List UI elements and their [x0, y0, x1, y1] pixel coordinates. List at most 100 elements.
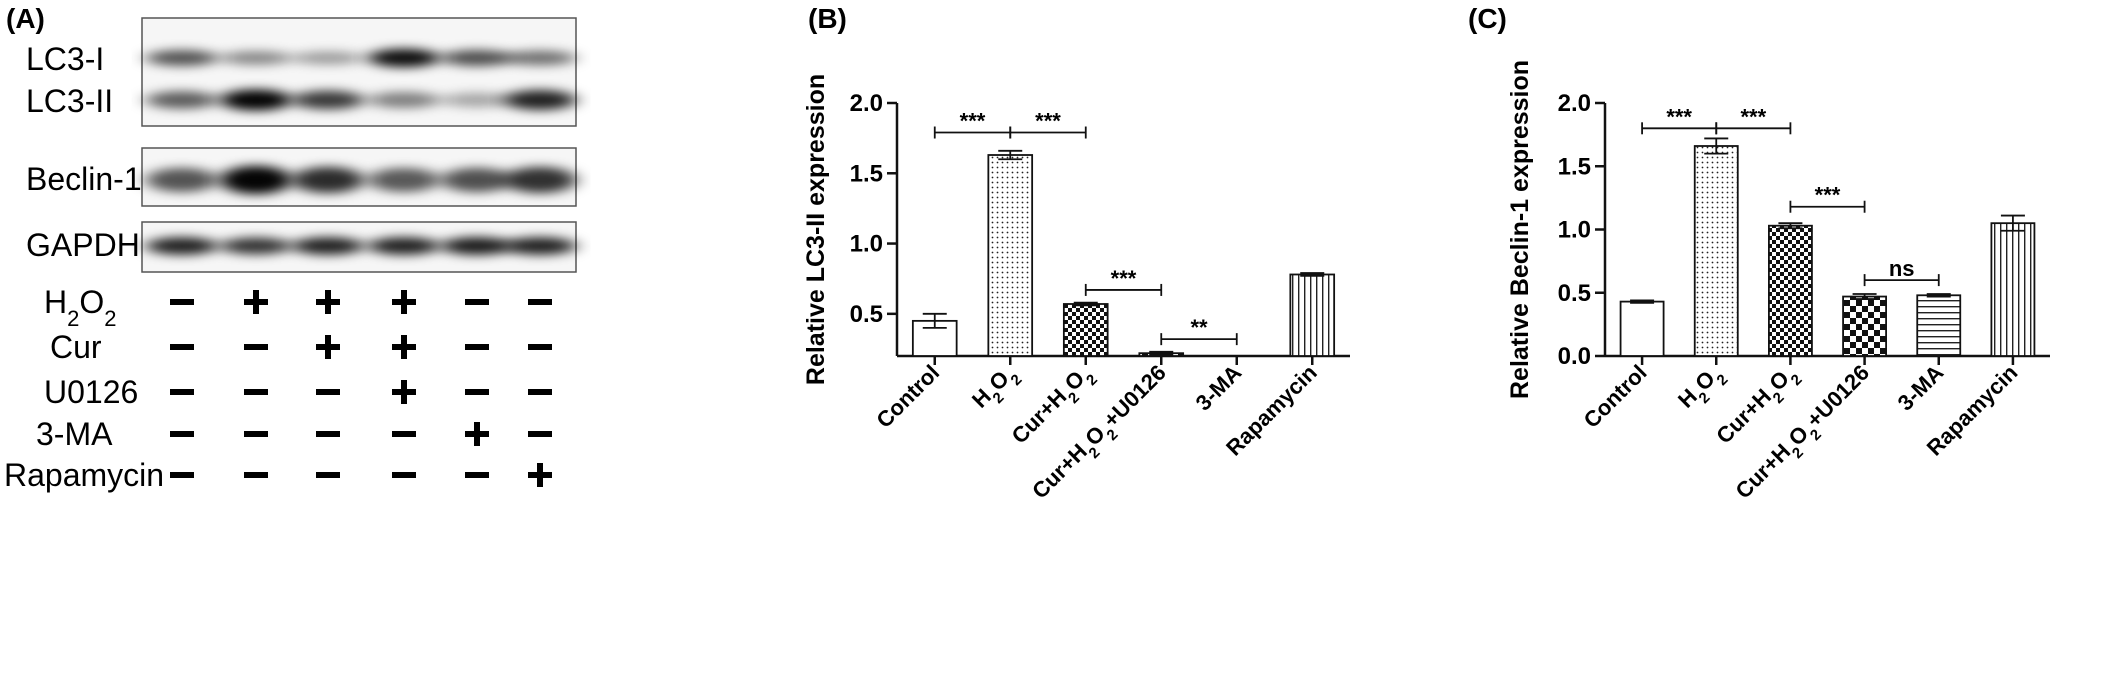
y-tick-label: 2.0 [1558, 90, 1591, 117]
lc3-blot [141, 17, 577, 127]
gapdh-label: GAPDH [26, 227, 140, 263]
category-label: H2O2 [1673, 360, 1731, 418]
gapdh-band [441, 236, 513, 256]
plus-sign [392, 290, 416, 314]
minus-sign [465, 472, 489, 478]
beclin-1-band [146, 167, 218, 193]
plus-sign [244, 290, 268, 314]
plus-sign [465, 422, 489, 446]
error-bar [1630, 299, 1655, 304]
minus-sign [170, 389, 194, 395]
bar [1619, 300, 1665, 357]
significance-bracket [1084, 283, 1163, 296]
panel-a-label: (A) [6, 3, 45, 34]
minus-sign [170, 344, 194, 350]
minus-sign [528, 431, 552, 437]
category-label: H2O2 [967, 360, 1025, 418]
minus-sign [244, 344, 268, 350]
treatment-label: U0126 [44, 374, 138, 410]
significance-label: *** [1666, 104, 1692, 129]
error-bar [998, 149, 1023, 161]
minus-sign [170, 299, 194, 305]
error-bar [1704, 137, 1729, 155]
beclin-chart-plot: 0.0 0.5 1.0 1.5 2.0 Relative Beclin-1 express… [1506, 60, 2050, 509]
bar [1990, 222, 2036, 357]
beclin-1-band [368, 167, 440, 193]
beclin-1-band [441, 167, 513, 193]
error-bar [2000, 214, 2025, 232]
category-label: Control [871, 360, 944, 433]
y-tick-label: 1.5 [850, 160, 883, 187]
error-bar [1300, 272, 1325, 277]
minus-sign [465, 389, 489, 395]
minus-sign [528, 389, 552, 395]
minus-sign [392, 472, 416, 478]
lc3-ii-label: LC3-II [26, 83, 113, 119]
beclin-1-band [220, 165, 292, 195]
blot-group [141, 17, 577, 273]
plus-sign [392, 335, 416, 359]
significance-label: *** [1035, 109, 1061, 134]
significance-bracket [1009, 126, 1087, 139]
bar [1768, 224, 1813, 357]
minus-sign [316, 431, 340, 437]
minus-sign [244, 389, 268, 395]
category-label: 3-MA [1191, 360, 1247, 416]
western-blot-panel: (A) LC3-I LC3-II Beclin-1 GAPDH H2O2 Cur U012… [0, 0, 800, 681]
minus-sign [170, 431, 194, 437]
minus-sign [244, 472, 268, 478]
beclin-1-label: Beclin-1 [26, 161, 142, 197]
minus-sign [392, 431, 416, 437]
treatment-label: H2O2 [44, 284, 117, 331]
plus-sign [316, 290, 340, 314]
plus-sign [528, 463, 552, 487]
significance-label: *** [1815, 183, 1841, 208]
bar [987, 154, 1034, 357]
lc3-ii-band [441, 92, 513, 108]
lc3-i-band [441, 49, 513, 67]
minus-sign [316, 472, 340, 478]
significance-bracket [1863, 274, 1940, 287]
category-label: Control [1579, 360, 1652, 433]
y-tick-label: 1.0 [1558, 217, 1591, 244]
minus-sign [244, 431, 268, 437]
bar [1916, 294, 1962, 357]
beclin-chart-panel: (C) 0.0 0.5 1.0 1.5 2.0 Relative Beclin-1 exp… [1460, 0, 2128, 681]
minus-sign [528, 344, 552, 350]
plus-sign [316, 335, 340, 359]
lc3-i-band [146, 49, 218, 67]
beclin-bar-chart: (C) 0.0 0.5 1.0 1.5 2.0 Relative Beclin-1 exp… [1468, 3, 2050, 509]
lc3-chart-panel: (B) 0.5 1.0 1.5 2.0 Relative LC3-II expressi… [800, 0, 1460, 681]
lc3-i-band [220, 50, 292, 66]
y-axis-label: Relative Beclin-1 expression [1506, 60, 1534, 399]
minus-sign [465, 299, 489, 305]
category-label: Cur+H2O2+U0126 [1027, 360, 1176, 509]
gapdh-band [146, 236, 218, 256]
lc3-ii-band [504, 89, 576, 111]
minus-sign [465, 344, 489, 350]
error-bar [1149, 350, 1174, 356]
significance-bracket [1160, 333, 1238, 346]
y-tick-label: 1.0 [850, 231, 883, 258]
error-bar [922, 312, 947, 329]
bar [1842, 295, 1887, 357]
lc3-ii-band [220, 89, 292, 111]
significance-label: *** [960, 109, 986, 134]
minus-sign [170, 472, 194, 478]
treatment-label: Cur [50, 329, 102, 365]
panel-c-label: (C) [1468, 3, 1507, 34]
minus-sign [528, 299, 552, 305]
significance-label: ns [1889, 256, 1915, 281]
category-label: Cur+H2O2+U0126 [1730, 360, 1879, 509]
category-label: 3-MA [1893, 360, 1949, 416]
bar [1289, 273, 1336, 357]
lc3-bar-chart: (B) 0.5 1.0 1.5 2.0 Relative LC3-II expressi… [802, 3, 1350, 509]
minus-sign [316, 389, 340, 395]
panel-b-label: (B) [808, 3, 847, 34]
error-bar [1778, 222, 1803, 230]
error-bar [1852, 293, 1877, 300]
significance-label: ** [1190, 315, 1208, 340]
lc3-ii-band [368, 91, 440, 109]
gapdh-band [292, 236, 364, 256]
